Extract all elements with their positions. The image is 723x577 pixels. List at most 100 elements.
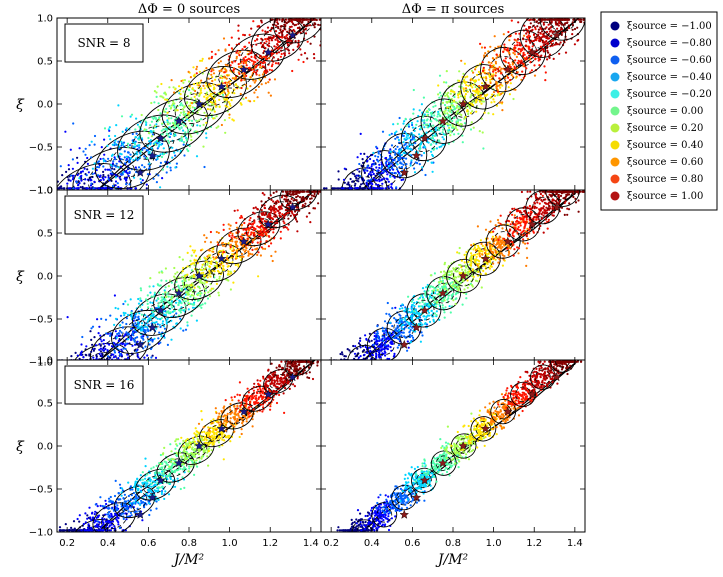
scatter-point: [221, 77, 224, 80]
scatter-point: [89, 184, 93, 187]
scatter-point: [514, 59, 517, 62]
scatter-point: [364, 187, 367, 190]
contour-90: [539, 18, 585, 41]
scatter-point: [517, 21, 520, 24]
scatter-point: [563, 23, 566, 26]
scatter-point: [509, 35, 512, 38]
scatter-point: [539, 49, 542, 52]
scatter-point: [305, 190, 309, 193]
scatter-point: [212, 256, 215, 259]
scatter-point: [149, 143, 152, 146]
scatter-point: [170, 298, 173, 301]
scatter-point: [370, 339, 373, 342]
scatter-point: [271, 63, 274, 66]
scatter-point: [266, 44, 269, 47]
scatter-point: [252, 229, 255, 232]
scatter-point: [474, 68, 477, 71]
scatter-point: [244, 96, 248, 99]
scatter-point: [193, 301, 196, 304]
scatter-point: [222, 268, 225, 271]
scatter-point: [225, 77, 228, 80]
scatter-point: [166, 343, 169, 346]
scatter-point: [113, 349, 116, 352]
scatter-point: [153, 125, 157, 128]
scatter-point: [494, 62, 498, 65]
scatter-point: [365, 357, 368, 360]
scatter-point: [281, 36, 284, 39]
scatter-point: [207, 273, 210, 276]
scatter-point: [157, 102, 160, 105]
scatter-point: [259, 66, 262, 69]
y-tick-label: −0.5: [29, 315, 53, 326]
scatter-point: [462, 72, 465, 75]
scatter-point: [366, 179, 369, 182]
scatter-point: [479, 92, 483, 95]
scatter-point: [381, 130, 385, 133]
scatter-point: [395, 130, 398, 133]
scatter-point: [208, 265, 211, 268]
scatter-point: [212, 247, 215, 251]
scatter-point: [247, 53, 250, 56]
scatter-point: [308, 212, 311, 215]
scatter-point: [272, 231, 275, 234]
scatter-point: [294, 18, 297, 21]
scatter-point: [455, 112, 458, 116]
scatter-point: [312, 207, 315, 210]
scatter-point: [260, 19, 263, 22]
scatter-point: [406, 147, 409, 150]
scatter-point: [218, 250, 222, 253]
scatter-point: [455, 106, 458, 109]
scatter-point: [255, 73, 258, 76]
scatter-point: [400, 128, 403, 131]
scatter-point: [464, 115, 467, 119]
scatter-point: [205, 260, 208, 263]
scatter-point: [471, 100, 474, 103]
scatter-point: [528, 47, 531, 51]
contour-50: [225, 234, 253, 257]
scatter-point: [537, 54, 540, 57]
scatter-point: [279, 215, 283, 218]
scatter-point: [61, 174, 64, 177]
scatter-point: [241, 245, 244, 248]
scatter-point: [150, 120, 153, 123]
scatter-point: [394, 151, 397, 154]
scatter-point: [437, 126, 440, 129]
scatter-point: [263, 41, 266, 45]
snr-box: [64, 23, 144, 63]
scatter-point: [406, 134, 409, 137]
scatter-point: [376, 159, 379, 162]
scatter-point: [215, 278, 218, 281]
scatter-point: [542, 32, 545, 35]
scatter-point: [147, 318, 150, 321]
scatter-point: [183, 106, 186, 109]
scatter-point: [221, 244, 225, 247]
scatter-point: [455, 101, 458, 104]
scatter-point: [249, 76, 252, 79]
scatter-point: [84, 153, 87, 156]
scatter-point: [222, 37, 226, 40]
scatter-point: [278, 18, 281, 21]
scatter-point: [405, 163, 408, 166]
scatter-point: [304, 202, 307, 205]
scatter-point: [431, 161, 434, 164]
scatter-point: [211, 75, 214, 79]
scatter-point: [105, 186, 108, 189]
y-tick-label: −1.0: [29, 358, 53, 369]
scatter-point: [291, 190, 294, 193]
scatter-point: [405, 124, 408, 127]
scatter-point: [221, 82, 224, 85]
scatter-point: [587, 40, 589, 42]
scatter-point: [513, 44, 516, 47]
scatter-point: [274, 222, 277, 225]
plot-area: [57, 18, 321, 190]
scatter-point: [199, 59, 202, 62]
scatter-point: [127, 145, 130, 148]
scatter-point: [342, 178, 346, 181]
scatter-point: [565, 18, 568, 21]
scatter-point: [465, 81, 468, 84]
scatter-point: [258, 74, 261, 77]
scatter-point: [202, 123, 205, 126]
scatter-point: [181, 258, 184, 261]
scatter-point: [227, 91, 230, 95]
scatter-point: [242, 33, 245, 37]
